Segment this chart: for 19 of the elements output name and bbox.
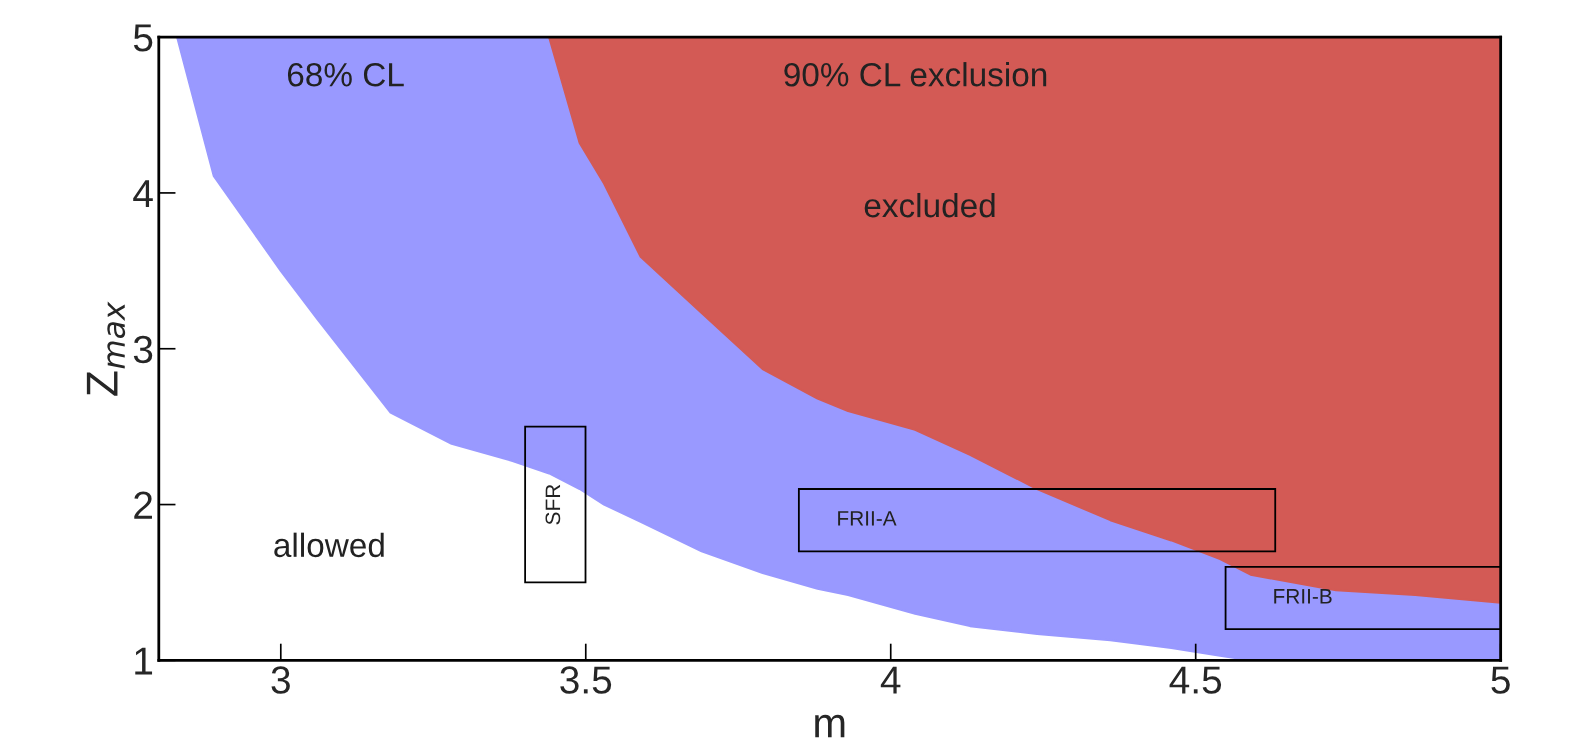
y-tick-label: 4: [133, 180, 153, 208]
y-axis-title: Z$_{max}$: [86, 301, 126, 396]
annotation: 90% CL exclusion: [784, 62, 1047, 87]
y-tick-label: 1: [135, 647, 153, 675]
y-tick-label: 3: [133, 335, 153, 364]
annotation: 68% CL: [287, 62, 404, 87]
annotation: allowed: [274, 532, 384, 558]
y-tick-label: 5: [133, 24, 153, 52]
annotation: FRII-B: [1274, 589, 1332, 604]
annotation: excluded: [864, 192, 995, 218]
x-tick-label: 4.5: [1169, 666, 1222, 694]
annotation: SFR: [545, 484, 561, 525]
x-tick-label: 5: [1491, 666, 1510, 694]
x-tick-label: 4: [880, 666, 901, 694]
y-tick-label: 2: [134, 491, 152, 519]
x-tick-label: 3: [271, 666, 290, 694]
x-tick-label: 3.5: [560, 666, 612, 694]
annotation: FRII-A: [838, 511, 897, 526]
x-axis-title: m: [815, 714, 845, 738]
